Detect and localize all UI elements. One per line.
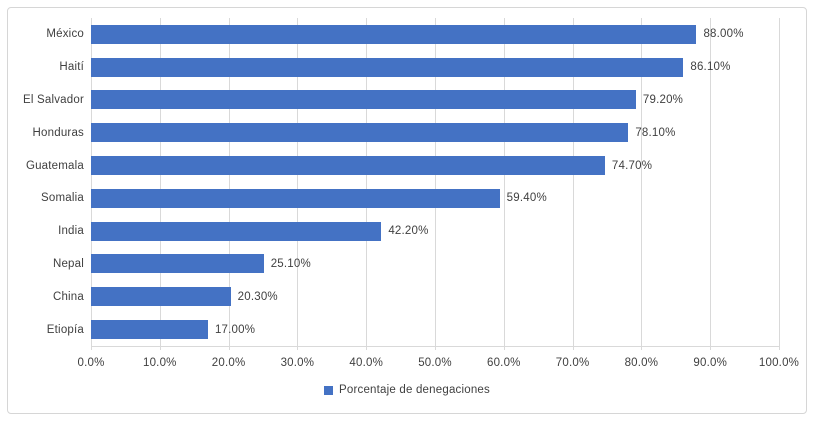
data-label: 20.30% (237, 290, 278, 303)
bar-row: 17.00% (91, 313, 779, 346)
gridline (228, 18, 230, 346)
data-label: 78.10% (635, 126, 676, 139)
axis-tick (366, 346, 368, 350)
bar (91, 57, 684, 77)
bar (91, 188, 500, 208)
x-tick-label: 10.0% (142, 357, 177, 369)
data-label: 74.70% (611, 159, 653, 172)
bar-chart: México Haití El Salvador Honduras Guatemala S… (7, 7, 807, 414)
axis-tick (228, 346, 230, 350)
category-label: India (58, 225, 84, 238)
bar (91, 90, 636, 110)
axis-tick (159, 346, 161, 350)
x-tick-label: 50.0% (418, 357, 452, 369)
x-tick-label: 90.0% (693, 357, 727, 369)
axis-tick (641, 346, 643, 350)
axis-tick (572, 346, 574, 350)
bar (91, 320, 208, 340)
axis-tick (435, 346, 436, 350)
x-tick-label: 80.0% (624, 357, 659, 369)
bar-row: 25.10% (91, 248, 779, 281)
data-label: 25.10% (270, 257, 311, 270)
legend-label: Porcentaje de denegaciones (339, 384, 490, 396)
data-label: 86.10% (690, 61, 731, 74)
gridline (779, 18, 780, 346)
bar-row: 78.10% (91, 116, 779, 149)
data-label: 79.20% (642, 93, 684, 106)
category-label: El Salvador (22, 93, 84, 106)
bar-row: 74.70% (91, 149, 779, 182)
bar (91, 24, 697, 44)
x-tick-label: 40.0% (349, 357, 383, 369)
x-tick-label: 60.0% (486, 357, 521, 369)
legend-swatch-icon (324, 385, 333, 395)
legend: Porcentaje de denegaciones (8, 384, 806, 396)
gridline (366, 18, 368, 346)
category-label: China (52, 290, 84, 303)
data-label: 42.20% (388, 225, 429, 238)
data-label: 59.40% (506, 192, 547, 205)
category-label: Guatemala (25, 159, 84, 172)
bar-row: 88.00% (91, 18, 779, 51)
bar-row: 42.20% (91, 215, 779, 248)
axis-tick (503, 346, 505, 350)
x-tick-label: 20.0% (211, 357, 246, 369)
bar (91, 123, 629, 143)
category-label: Haití (59, 61, 84, 74)
bar-row: 79.20% (91, 84, 779, 117)
axis-tick (91, 346, 92, 350)
data-label: 88.00% (703, 28, 744, 41)
bar (91, 254, 264, 274)
gridline (91, 18, 92, 346)
category-label: Honduras (32, 126, 84, 139)
bar (91, 287, 231, 307)
plot-area: 88.00% 86.10% 79.20% 78.10% 74.70% 59.40% 42.2… (91, 18, 780, 350)
gridline (503, 18, 505, 346)
bar-row: 20.30% (91, 280, 779, 313)
category-axis: México Haití El Salvador Honduras Guatemala S… (10, 18, 84, 346)
bar-row: 86.10% (91, 51, 779, 84)
x-tick-label: 100.0% (758, 357, 800, 369)
x-tick-label: 70.0% (555, 357, 590, 369)
x-tick-label: 30.0% (280, 357, 315, 369)
bar-row: 59.40% (91, 182, 779, 215)
axis-tick (297, 346, 299, 350)
gridline (435, 18, 436, 346)
axis-tick (710, 346, 712, 350)
data-label: 17.00% (214, 323, 256, 336)
category-label: Somalia (41, 192, 84, 205)
value-axis: 0.0% 10.0% 20.0% 30.0% 40.0% 50.0% 60.0% 70.0% 8… (77, 354, 798, 372)
category-label: Etiopía (46, 323, 84, 336)
category-label: Nepal (52, 257, 84, 270)
bar (91, 221, 382, 241)
gridline (159, 18, 161, 346)
gridline (572, 18, 574, 346)
gridline (641, 18, 643, 346)
gridline (297, 18, 299, 346)
gridline (710, 18, 712, 346)
axis-tick (779, 346, 780, 350)
category-label: México (46, 28, 84, 41)
bar (91, 156, 605, 176)
x-tick-label: 0.0% (77, 357, 105, 369)
